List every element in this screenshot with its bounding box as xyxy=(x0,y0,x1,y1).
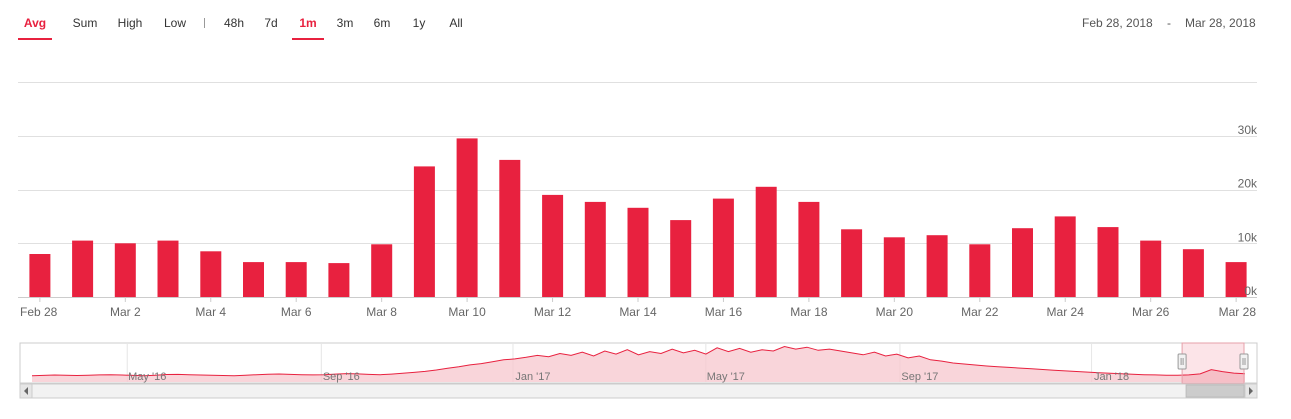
range-6m-button[interactable]: 6m xyxy=(373,16,391,30)
x-tick-label: Mar 16 xyxy=(705,305,743,319)
scroll-right-arrow-icon xyxy=(1249,387,1253,395)
bar[interactable] xyxy=(883,237,905,297)
scrollbar-track[interactable] xyxy=(19,383,1258,399)
bar[interactable] xyxy=(328,263,350,297)
bar[interactable] xyxy=(627,207,649,297)
handle-grip[interactable] xyxy=(1239,353,1249,370)
bar[interactable] xyxy=(29,254,51,297)
y-tick-label: 20k xyxy=(1238,177,1258,191)
navigator-scrollbar[interactable] xyxy=(19,383,1258,399)
navigator-area xyxy=(32,346,1245,382)
bar[interactable] xyxy=(969,244,991,297)
bar[interactable] xyxy=(285,262,307,297)
x-tick-label: Mar 26 xyxy=(1132,305,1170,319)
x-tick-label: Mar 14 xyxy=(619,305,657,319)
navigator-date-label: Sep '17 xyxy=(901,371,938,383)
navigator-date-label: May '16 xyxy=(128,371,166,383)
high-button[interactable]: High xyxy=(117,16,143,30)
navigator-selection[interactable] xyxy=(1181,342,1245,384)
y-tick-label: 30k xyxy=(1238,123,1258,137)
x-tick-label: Feb 28 xyxy=(20,305,58,319)
navigator-line xyxy=(31,345,1246,377)
low-button[interactable]: Low xyxy=(163,16,186,30)
bars xyxy=(29,138,1247,298)
range-48h-button[interactable]: 48h xyxy=(223,16,245,30)
bar[interactable] xyxy=(456,138,478,297)
scroll-left-arrow-icon xyxy=(24,387,28,395)
bar[interactable] xyxy=(584,201,606,297)
bar[interactable] xyxy=(72,240,94,297)
x-tick-label: Mar 22 xyxy=(961,305,999,319)
bar[interactable] xyxy=(1140,240,1162,297)
x-tick-labels: Feb 28 Mar 2 Mar 4 Mar 6 Mar 8 Mar 10 Mar 12 Ma… xyxy=(20,297,1256,319)
toolbar: Avg Sum High Low 48h 7d 1m 3m 6m 1y All … xyxy=(0,0,1291,45)
x-tick-label: Mar 10 xyxy=(448,305,486,319)
bar[interactable] xyxy=(157,240,179,297)
y-tick-labels: 0k 10k 20k 30k xyxy=(1238,123,1258,298)
navigator-date-label: Jan '18 xyxy=(1094,371,1129,383)
bar[interactable] xyxy=(755,186,777,297)
bar[interactable] xyxy=(926,235,948,297)
bar[interactable] xyxy=(712,198,734,297)
bar[interactable] xyxy=(1097,227,1119,297)
bar[interactable] xyxy=(1182,249,1204,297)
range-all-button[interactable]: All xyxy=(449,16,463,30)
avg-button[interactable]: Avg xyxy=(18,14,52,40)
bar[interactable] xyxy=(114,243,136,298)
x-tick-label: Mar 28 xyxy=(1219,305,1257,319)
range-3m-button[interactable]: 3m xyxy=(336,16,354,30)
bar[interactable] xyxy=(1012,228,1033,297)
x-tick-label: Mar 18 xyxy=(790,305,828,319)
date-from[interactable]: Feb 28, 2018 xyxy=(1082,16,1153,30)
date-to[interactable]: Mar 28, 2018 xyxy=(1185,16,1256,30)
sum-button[interactable]: Sum xyxy=(72,16,98,30)
bar[interactable] xyxy=(413,166,435,297)
bar[interactable] xyxy=(670,220,692,297)
bar-chart: 0k 10k 20k 30k Feb 28 Mar 2 Mar 4 Mar 6 Mar 8 Ma… xyxy=(18,82,1258,319)
range-1m-button[interactable]: 1m xyxy=(292,14,324,40)
x-tick-label: Mar 8 xyxy=(366,305,397,319)
bar[interactable] xyxy=(371,244,393,297)
x-tick-label: Mar 20 xyxy=(876,305,914,319)
bar[interactable] xyxy=(542,194,564,297)
navigator-date-label: Jan '17 xyxy=(515,371,550,383)
range-7d-button[interactable]: 7d xyxy=(264,16,278,30)
navigator-right-handle[interactable] xyxy=(1239,353,1249,370)
bar[interactable] xyxy=(1225,262,1247,297)
range-1y-button[interactable]: 1y xyxy=(412,16,426,30)
handle-grip[interactable] xyxy=(1177,353,1187,370)
bar[interactable] xyxy=(841,229,863,297)
y-tick-label: 10k xyxy=(1238,230,1258,244)
x-tick-label: Mar 6 xyxy=(281,305,312,319)
navigator-labels: May '16 Sep '16 Jan '17 May '17 Sep '17 Jan '… xyxy=(128,371,1129,383)
toolbar-separator xyxy=(204,18,205,28)
x-tick-label: Mar 4 xyxy=(195,305,226,319)
navigator-left-handle[interactable] xyxy=(1177,353,1187,370)
navigator-date-label: May '17 xyxy=(707,371,745,383)
navigator-date-label: Sep '16 xyxy=(323,371,360,383)
x-tick-label: Mar 2 xyxy=(110,305,141,319)
bar[interactable] xyxy=(1054,216,1076,297)
date-separator: - xyxy=(1167,16,1171,30)
bar[interactable] xyxy=(200,251,222,297)
navigator[interactable]: May '16 Sep '16 Jan '17 May '17 Sep '17 Jan '… xyxy=(0,340,1291,400)
scrollbar-thumb[interactable] xyxy=(1185,384,1245,398)
bar[interactable] xyxy=(499,159,521,297)
bar[interactable] xyxy=(798,201,820,297)
x-tick-label: Mar 12 xyxy=(534,305,572,319)
x-tick-label: Mar 24 xyxy=(1047,305,1085,319)
bar[interactable] xyxy=(243,262,264,297)
y-tick-label: 0k xyxy=(1244,284,1258,298)
